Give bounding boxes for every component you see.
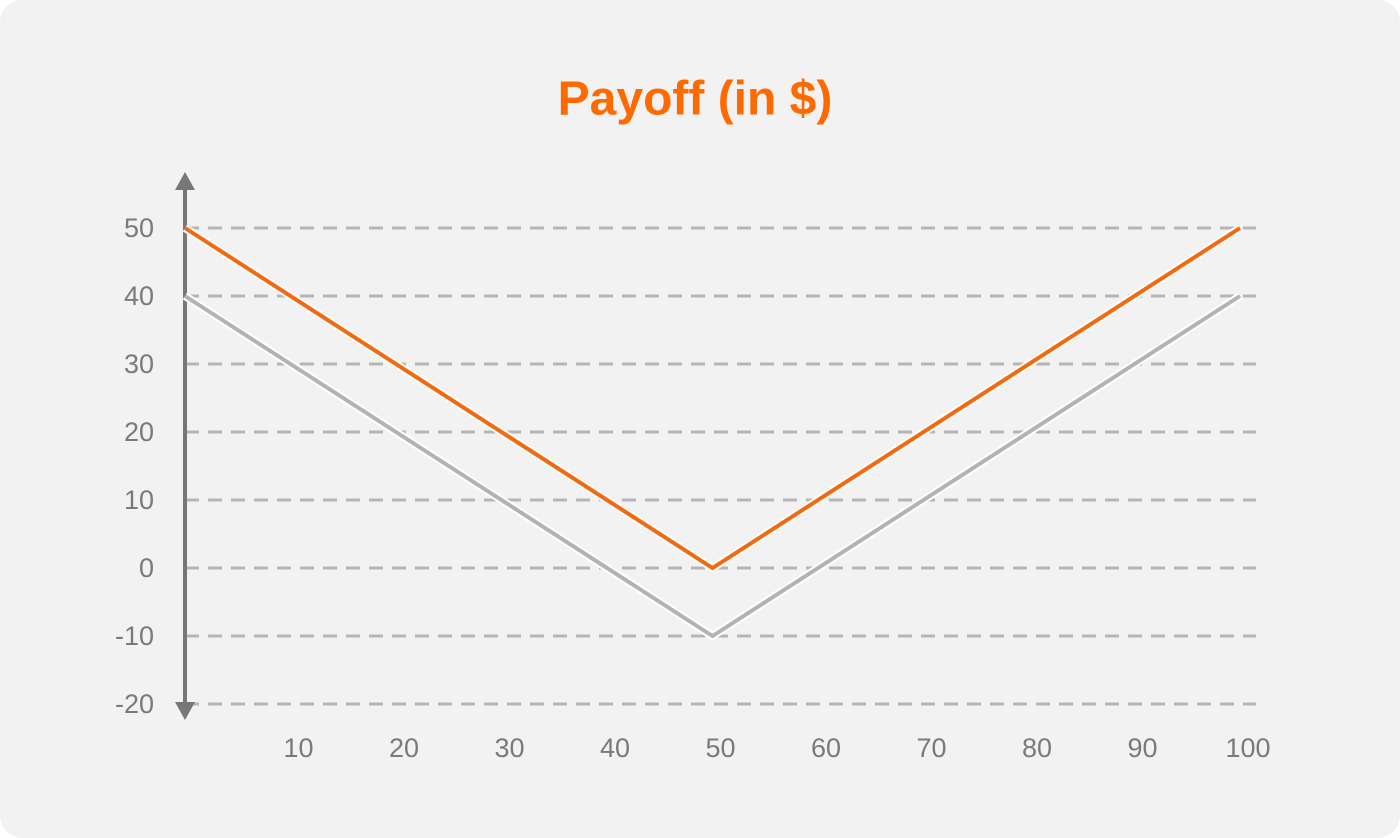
x-tick-label: 20 [389,733,419,763]
chart-title: Payoff (in $) [558,73,833,126]
y-tick-label: 10 [124,485,154,515]
x-tick-label: 40 [600,733,630,763]
x-tick-label: 50 [705,733,735,763]
line [183,226,1242,571]
y-tick-label: -20 [115,689,154,719]
line [183,294,1242,639]
y-tick-label: 0 [139,553,154,583]
x-tick-label: 30 [494,733,524,763]
axis-arrow-down [175,702,195,720]
x-tick-label: 10 [283,733,313,763]
x-tick-label: 90 [1127,733,1157,763]
x-tick-label: 80 [1022,733,1052,763]
y-tick-label: 50 [124,213,154,243]
axis-arrow-up [175,172,195,190]
y-tick-label: 40 [124,281,154,311]
x-tick-label: 100 [1225,733,1270,763]
y-tick-label: -10 [115,621,154,651]
x-tick-label: 60 [811,733,841,763]
y-tick-label: 20 [124,417,154,447]
x-tick-label: 70 [916,733,946,763]
y-tick-label: 30 [124,349,154,379]
